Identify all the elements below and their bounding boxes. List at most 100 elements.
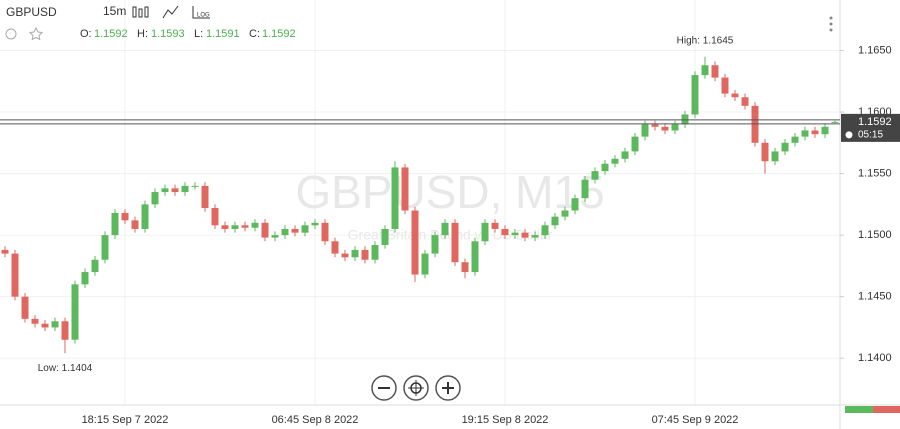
candle-body	[231, 225, 239, 229]
candle-body	[421, 253, 429, 275]
y-tick-label: 1.1450	[858, 291, 892, 303]
y-tick-label: 1.1550	[858, 167, 892, 179]
candle-type-icon[interactable]	[132, 6, 149, 18]
candle-body	[721, 77, 729, 94]
candle-body	[241, 225, 249, 228]
menu-icon[interactable]	[829, 16, 833, 32]
candle-body	[411, 210, 419, 275]
h-value: 1.1593	[151, 28, 185, 40]
watermark: GBPUSD, M15	[295, 166, 604, 218]
candle-body	[171, 188, 179, 193]
candle-body	[121, 212, 129, 221]
l-label: L:	[194, 28, 203, 40]
candle-body	[611, 158, 619, 164]
candle-body	[601, 163, 609, 172]
candle-body	[791, 136, 799, 143]
candle-body	[11, 253, 19, 297]
x-tick-label: 19:15 Sep 8 2022	[462, 414, 549, 426]
zoom-in-button[interactable]	[435, 375, 461, 401]
candle-body	[41, 323, 49, 328]
log-icon[interactable]: LOG	[192, 6, 210, 19]
candle-body	[351, 249, 359, 258]
candle-body	[701, 65, 709, 76]
candle-body	[331, 241, 339, 254]
candle-body	[551, 216, 559, 226]
y-tick-label: 1.1400	[858, 352, 892, 364]
candle-body	[651, 124, 659, 127]
candle-body	[671, 124, 679, 131]
countdown: 05:15	[858, 130, 883, 141]
candle-body	[321, 222, 329, 242]
buy-bar	[845, 406, 873, 413]
candle-body	[1, 249, 9, 254]
candle-body	[61, 321, 69, 340]
candle-body	[731, 93, 739, 98]
x-tick-label: 18:15 Sep 7 2022	[82, 414, 169, 426]
candle-body	[631, 136, 639, 152]
c-label: C:	[249, 28, 260, 40]
candle-body	[801, 130, 809, 137]
candle-body	[571, 198, 579, 211]
candle-body	[371, 244, 379, 260]
candle-body	[831, 121, 839, 123]
candle-body	[431, 235, 439, 254]
candle-body	[521, 232, 529, 238]
candle-body	[511, 232, 519, 236]
candle-body	[201, 185, 209, 209]
candle-body	[31, 318, 39, 324]
reset-button[interactable]	[403, 375, 429, 401]
candle-body	[81, 272, 89, 285]
candle-body	[361, 249, 369, 260]
candle-body	[621, 151, 629, 159]
candle-body	[741, 97, 749, 106]
candle-body	[771, 151, 779, 162]
candle-body	[491, 222, 499, 229]
candle-body	[111, 212, 119, 236]
timer-icon	[845, 131, 853, 139]
high-annotation: High: 1.1645	[677, 35, 734, 46]
candle-body	[561, 210, 569, 217]
watermark-subtitle: Great Britain Pound vs US Dollar	[348, 227, 553, 243]
candle-body	[221, 225, 229, 229]
candle-body	[341, 253, 349, 258]
x-tick-label: 06:45 Sep 8 2022	[272, 414, 359, 426]
candle-body	[461, 262, 469, 273]
timeframe[interactable]: 15m	[103, 4, 126, 18]
low-annotation: Low: 1.1404	[38, 363, 93, 374]
candle-body	[441, 222, 449, 236]
candle-body	[311, 222, 319, 226]
candle-body	[581, 179, 589, 199]
candle-body	[161, 188, 169, 193]
candle-body	[21, 296, 29, 319]
candle-body	[661, 126, 669, 131]
candle-body	[451, 222, 459, 263]
indicator-icon[interactable]	[162, 5, 179, 19]
candle-body	[251, 222, 259, 228]
candle-body	[541, 225, 549, 236]
candle-body	[401, 167, 409, 211]
symbol[interactable]: GBPUSD	[6, 5, 57, 19]
candle-body	[811, 130, 819, 135]
favorite-icon[interactable]	[28, 26, 44, 41]
candle-body	[211, 208, 219, 226]
candle-body	[531, 235, 539, 238]
candle-body	[481, 222, 489, 242]
candle-body	[281, 228, 289, 236]
candle-body	[391, 167, 399, 229]
h-label: H:	[137, 28, 148, 40]
zoom-out-button[interactable]	[371, 375, 397, 401]
candle-body	[151, 192, 159, 205]
sell-bar	[873, 406, 900, 413]
candle-body	[641, 124, 649, 137]
c-value: 1.1592	[262, 28, 296, 40]
candle-body	[51, 321, 59, 328]
candle-body	[381, 228, 389, 245]
info-icon[interactable]	[5, 28, 17, 40]
o-value: 1.1592	[94, 28, 128, 40]
candle-body	[91, 259, 99, 273]
candle-body	[181, 185, 189, 193]
candle-body	[271, 235, 279, 238]
current-price-label: 1.1592	[858, 116, 892, 128]
